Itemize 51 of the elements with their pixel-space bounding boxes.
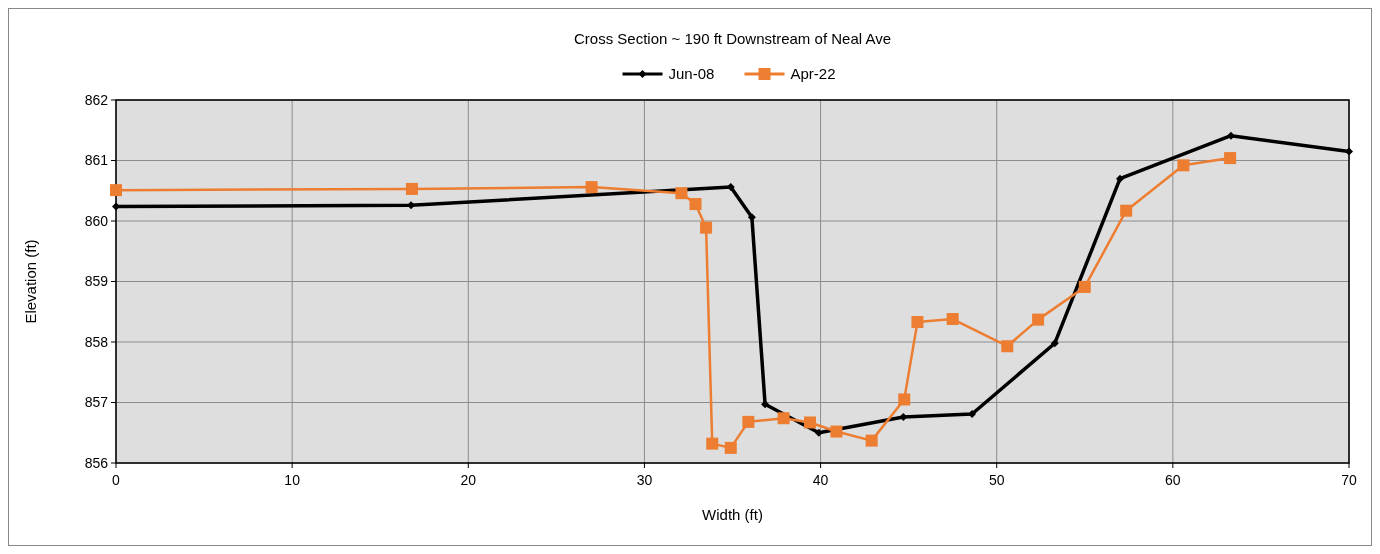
x-tick-label: 10 <box>284 472 301 488</box>
point <box>761 400 770 409</box>
point <box>946 313 959 326</box>
point <box>405 182 418 195</box>
y-tick-label: 856 <box>84 454 109 471</box>
legend-label: Apr-22 <box>790 65 836 83</box>
x-tick-label: 20 <box>460 472 477 488</box>
point <box>1224 152 1237 165</box>
point <box>675 187 688 200</box>
point <box>585 181 598 194</box>
point <box>1226 131 1235 140</box>
point <box>777 412 790 425</box>
point <box>1116 174 1125 183</box>
y-tick-label: 861 <box>84 152 109 169</box>
point <box>1078 280 1091 293</box>
x-tick-label: 0 <box>112 472 121 488</box>
y-axis-title: Elevation (ft) <box>22 239 39 324</box>
x-tick-label: 40 <box>812 472 829 488</box>
chart-title: Cross Section ~ 190 ft Downstream of Neal Ave <box>574 30 891 47</box>
y-tick-label: 860 <box>84 212 109 229</box>
x-tick-label: 70 <box>1341 472 1357 488</box>
point <box>689 198 702 211</box>
x-tick-label: 30 <box>636 472 653 488</box>
point <box>110 184 122 197</box>
point <box>1032 313 1045 326</box>
point <box>1001 340 1014 353</box>
point <box>911 316 924 329</box>
x-axis-title: Width (ft) <box>702 506 763 523</box>
x-tick-label: 60 <box>1165 472 1181 488</box>
legend-label: Jun-08 <box>668 65 715 83</box>
point <box>1050 339 1059 348</box>
point <box>742 415 755 428</box>
x-tick-label: 50 <box>988 472 1005 488</box>
point <box>706 437 719 450</box>
point <box>814 428 823 437</box>
point <box>898 393 911 406</box>
y-tick-label: 858 <box>84 333 109 350</box>
point <box>112 202 120 211</box>
point <box>865 434 878 447</box>
point <box>804 416 816 429</box>
point <box>724 441 737 454</box>
y-tick-label: 859 <box>84 273 109 290</box>
point <box>968 410 977 418</box>
point <box>1177 159 1190 172</box>
point <box>700 221 713 234</box>
point <box>1120 204 1133 217</box>
point <box>830 425 843 438</box>
point <box>899 413 908 422</box>
y-tick-label: 857 <box>84 394 109 411</box>
point <box>1345 147 1353 156</box>
y-tick-label: 862 <box>84 91 109 108</box>
